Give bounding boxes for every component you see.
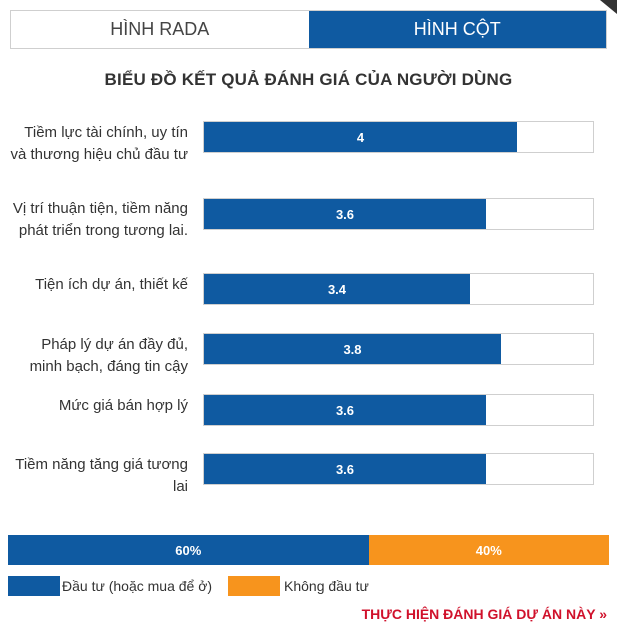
legend-swatch-not-invest: [228, 576, 280, 596]
bar-category-label: Tiện ích dự án, thiết kế: [35, 276, 188, 293]
bar-value-label: 3.6: [335, 402, 355, 418]
split-segment-not-invest: 40%: [368, 535, 609, 565]
investment-split-bar: 60% 40%: [8, 535, 609, 565]
bar: [204, 122, 517, 152]
bar-track: 3.6: [203, 394, 594, 426]
legend-label-invest: Đầu tư (hoặc mua để ở): [62, 578, 213, 594]
bar-category-label: Mức giá bán hợp lý: [58, 397, 188, 414]
bar-track: 4: [203, 121, 594, 153]
bar-value-label: 3.6: [335, 461, 355, 477]
tab-bar[interactable]: HÌNH CỘT: [308, 11, 606, 48]
chart-title: BIỂU ĐỒ KẾT QUẢ ĐÁNH GIÁ CỦA NGƯỜI DÙNG: [104, 70, 513, 89]
bar-value-label: 3.8: [343, 341, 362, 357]
bar-track: 3.4: [203, 273, 594, 305]
bar: [204, 454, 486, 484]
bar: [204, 395, 486, 425]
legend-swatch-invest: [8, 576, 60, 596]
chart-type-tabs: HÌNH RADA HÌNH CỘT: [10, 10, 607, 49]
rate-project-link[interactable]: THỰC HIỆN ĐÁNH GIÁ DỰ ÁN NÀY »: [361, 606, 607, 622]
bar-category-label: Tiềm lực tài chính, uy tín và thương hiệ…: [10, 124, 188, 163]
bar-value-label: 4: [356, 129, 365, 145]
close-icon[interactable]: [600, 0, 617, 14]
bar: [204, 199, 486, 229]
bar-category-label: Tiềm năng tăng giá tương lai: [15, 456, 188, 495]
bar: [204, 334, 501, 364]
bar-track: 3.6: [203, 453, 594, 485]
bar-track: 3.6: [203, 198, 594, 230]
bar-category-label: Pháp lý dự án đầy đủ, minh bạch, đáng ti…: [29, 336, 188, 375]
legend-label-not-invest: Không đầu tư: [284, 578, 369, 594]
split-segment-invest: 60%: [8, 535, 369, 565]
bar: [204, 274, 470, 304]
tab-radar[interactable]: HÌNH RADA: [11, 11, 309, 48]
legend: Đầu tư (hoặc mua để ở) Không đầu tư: [8, 576, 609, 598]
bar-track: 3.8: [203, 333, 594, 365]
bar-category-label: Vị trí thuận tiện, tiềm năng phát triển …: [12, 200, 188, 239]
bar-value-label: 3.4: [327, 281, 347, 297]
bar-value-label: 3.6: [335, 206, 355, 222]
